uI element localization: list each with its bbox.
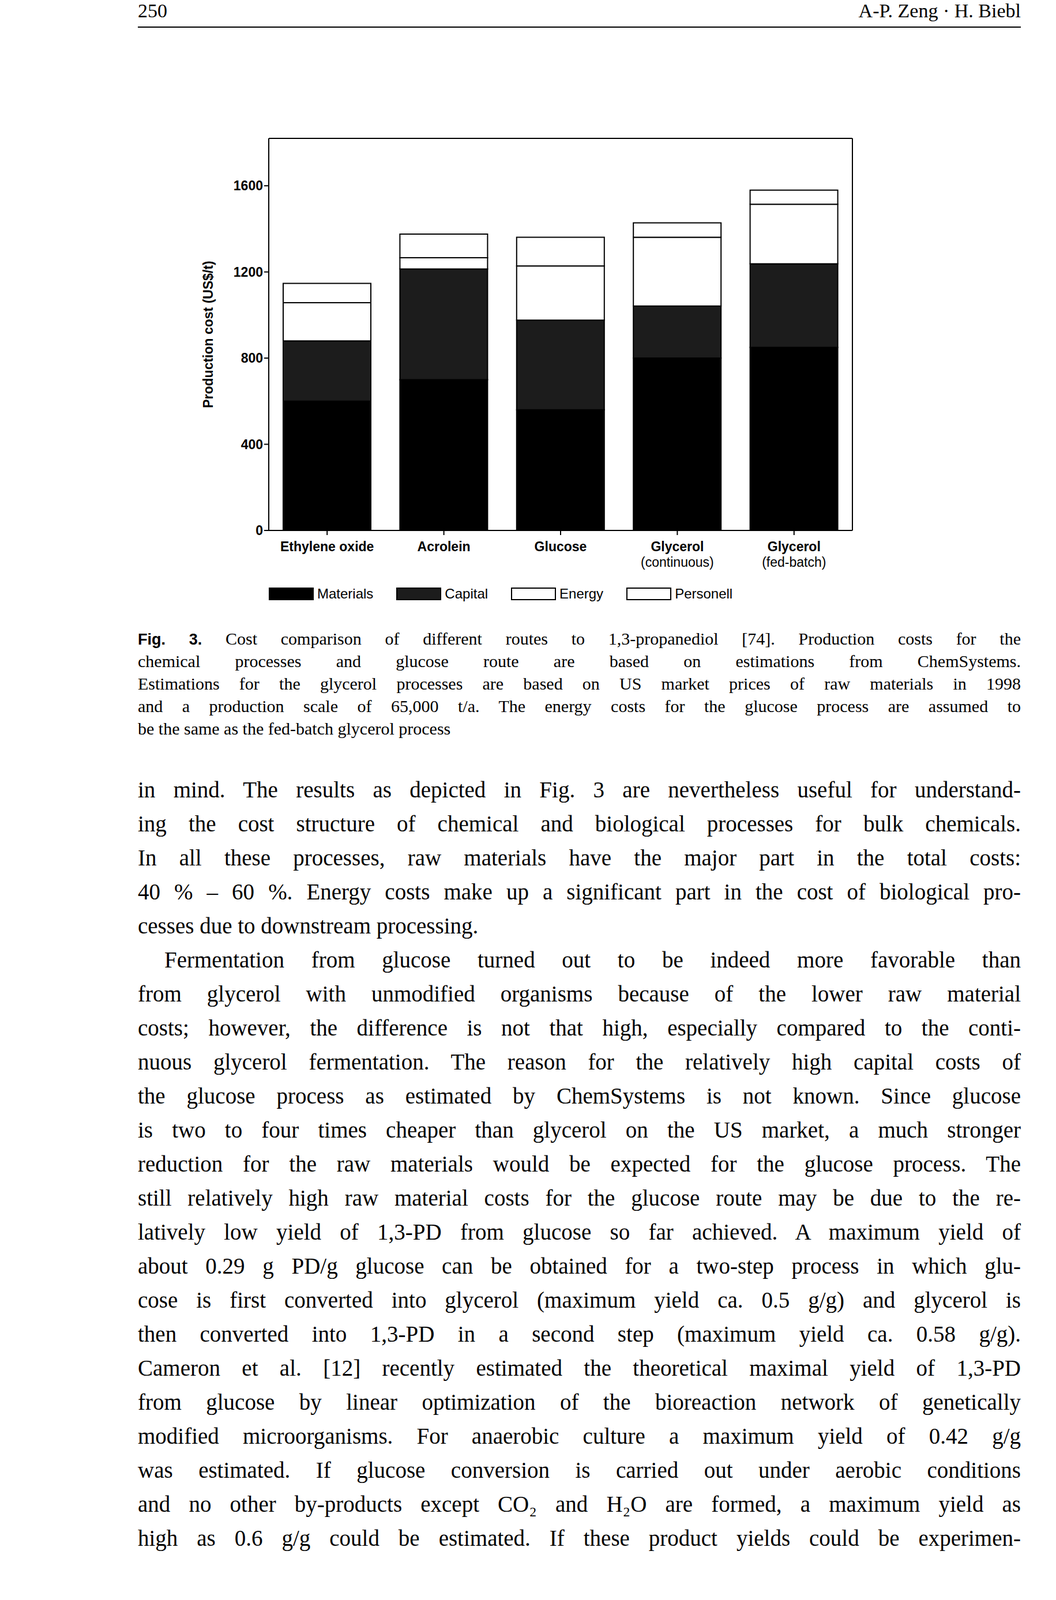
- html-text:latively low yield of 1,3-PD f: latively low yield of 1,3-PD from glucos…: [137, 1219, 1021, 1245]
- html-text:was estimated. If glucose conv: was estimated. If glucose conversion is …: [137, 1457, 1021, 1483]
- svg-text:Glycerol(continuous): Glycerol(continuous): [640, 539, 714, 570]
- html-text:ing the cost structure of chem: ing the cost structure of chemical and b…: [137, 811, 1021, 837]
- html-text:250: 250: [137, 0, 168, 22]
- html-text:nuous glycerol fermentation. T: nuous glycerol fermentation. The reason …: [137, 1049, 1021, 1075]
- html-text:about 0.29 g PD/g glucose can: about 0.29 g PD/g glucose can be obtaine…: [137, 1253, 1021, 1279]
- html-text:reduction for the raw material: reduction for the raw materials would be…: [137, 1151, 1021, 1177]
- svg-text:400: 400: [241, 437, 263, 453]
- html-text:in mind. The results as depict: in mind. The results as depicted in Fig.…: [137, 777, 1021, 803]
- html-text:Energy: Energy: [559, 585, 604, 602]
- svg-text:Acrolein: Acrolein: [417, 539, 471, 555]
- html-text:still relatively high raw mate: still relatively high raw material costs…: [137, 1185, 1021, 1211]
- svg-text:1600: 1600: [233, 178, 263, 194]
- svg-text:1200: 1200: [233, 264, 263, 280]
- html-text:and a production scale of 65,0: and a production scale of 65,000 t/a. Th…: [137, 696, 1021, 716]
- svg-text:Glycerol(fed-batch): Glycerol(fed-batch): [761, 539, 826, 570]
- html-text:modified microorganisms. For a: modified microorganisms. For anaerobic c…: [137, 1423, 1021, 1449]
- html-text:Estimations for the glycerol p: Estimations for the glycerol processes a…: [137, 674, 1021, 694]
- html-text:Materials: Materials: [317, 585, 374, 602]
- html-text:Cost comparison of different r: Cost comparison of different routes to 1…: [225, 629, 1021, 649]
- html-text:be the same as the fed-batch g: be the same as the fed-batch glycerol pr…: [137, 719, 451, 739]
- svg-text:800: 800: [241, 350, 263, 366]
- html-text:Capital: Capital: [444, 585, 488, 602]
- html-text:cesses due to downstream proce: cesses due to downstream processing.: [137, 913, 479, 939]
- html-text:the glucose process as estimat: the glucose process as estimated by Chem…: [137, 1083, 1021, 1109]
- html-text:from glycerol with unmodified: from glycerol with unmodified organisms …: [137, 981, 1021, 1007]
- html-text:Fermentation from glucose turn: Fermentation from glucose turned out to …: [164, 947, 1021, 973]
- svg-text:Glucose: Glucose: [534, 539, 588, 555]
- html-text:is two to four times cheaper t: is two to four times cheaper than glycer…: [137, 1117, 1021, 1143]
- svg-text:Production cost (US$/t): Production cost (US$/t): [200, 260, 216, 409]
- html-text:Cameron et al. [12] recently e: Cameron et al. [12] recently estimated t…: [137, 1355, 1021, 1381]
- html-text:cose is first converted into g: cose is first converted into glycerol (m…: [137, 1287, 1021, 1313]
- html-text:and no other by-products excep: and no other by-products except CO₂ and …: [137, 1492, 1021, 1517]
- html-text:costs; however, the difference: costs; however, the difference is not th…: [137, 1015, 1021, 1041]
- svg-text:Ethylene oxide: Ethylene oxide: [280, 539, 374, 555]
- html-text:A-P. Zeng · H. Biebl: A-P. Zeng · H. Biebl: [858, 0, 1021, 22]
- svg-text:0: 0: [255, 523, 263, 539]
- html-text:Personell: Personell: [674, 585, 733, 602]
- html-text:In all these processes, raw ma: In all these processes, raw materials ha…: [137, 845, 1021, 871]
- html-text:high as 0.6 g/g could be estim: high as 0.6 g/g could be estimated. If t…: [137, 1526, 1021, 1551]
- html-text:chemical processes and glucose: chemical processes and glucose route are…: [137, 651, 1021, 671]
- html-text:from glucose by linear optimiz: from glucose by linear optimization of t…: [137, 1389, 1021, 1415]
- html-text:40 % – 60 %. Energy costs make: 40 % – 60 %. Energy costs make up a sign…: [137, 879, 1021, 905]
- html-text:then converted into 1,3-PD in: then converted into 1,3-PD in a second s…: [137, 1321, 1021, 1347]
- html-text:Fig. 3.: Fig. 3.: [137, 630, 203, 649]
